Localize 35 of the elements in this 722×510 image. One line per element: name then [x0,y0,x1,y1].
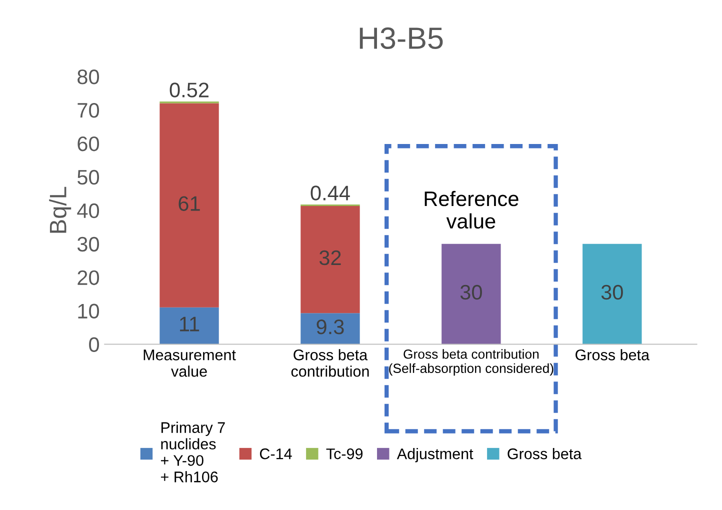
y-tick-label: 50 [77,170,100,185]
legend-label: Gross beta [508,448,582,460]
data-label: 32 [319,250,341,266]
bar [300,313,360,344]
data-label: 0.52 [170,82,208,98]
x-tick-label: Gross beta contribution [291,349,369,377]
bar [300,206,360,314]
annotation: Reference value [424,190,518,229]
data-label: 11 [180,316,200,332]
legend-label: Primary 7 nuclides + Y-90 + Rh106 [160,422,225,482]
data-label: 30 [460,284,482,300]
data-label: 30 [601,284,623,300]
data-label: 61 [178,196,200,211]
y-tick-label: 30 [77,236,100,252]
data-label: 0.44 [310,186,350,200]
bar [442,244,501,344]
bar [160,307,219,344]
x-tick-label: Measurement value [144,350,236,377]
chart-title: H3-B5 [360,27,443,50]
y-tick-label: 0 [89,337,100,352]
legend-label: Adjustment [396,448,474,462]
x-tick-label: Gross beta [576,349,650,360]
bar [160,103,219,308]
y-tick-label: 40 [77,203,100,218]
y-tick-label: 70 [78,102,100,118]
y-tick-label: 60 [78,136,100,152]
y-tick-label: 80 [78,70,100,84]
bar [582,244,642,344]
data-label: 9.3 [316,320,344,334]
legend-label: C-14 [260,448,292,460]
legend-label: Tc-99 [326,448,363,460]
y-axis-title: Bq/L [49,186,72,233]
x-tick-label: Gross beta contribution (Self-absorption considered) [389,349,554,376]
y-tick-label: 10 [78,304,100,319]
y-tick-label: 20 [78,270,100,286]
